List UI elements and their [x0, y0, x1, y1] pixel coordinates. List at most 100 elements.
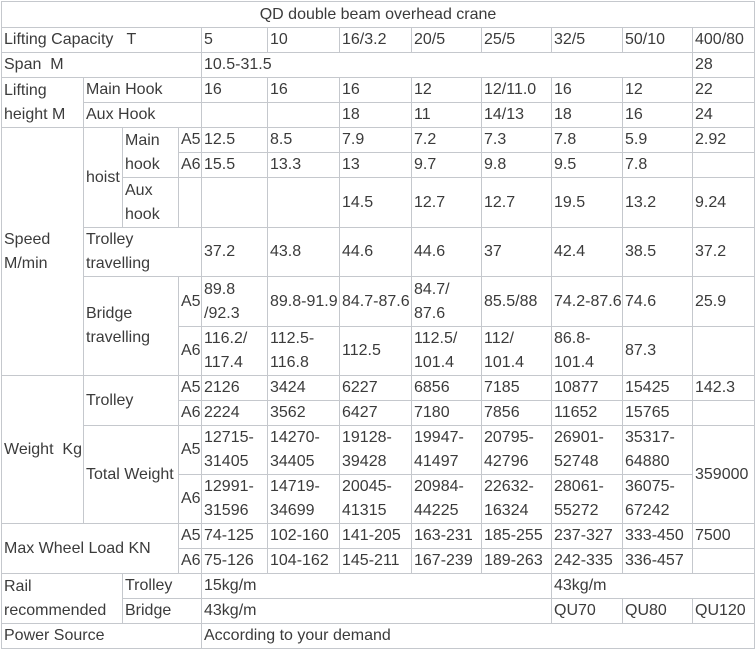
value-cell: 12.7 — [481, 177, 552, 228]
value-cell: 50/10 — [622, 27, 693, 53]
row-label: A5 — [178, 523, 202, 549]
value-cell: 19128- 39428 — [339, 425, 412, 475]
table-row: Aux Hook 18 11 14/13 18 16 24 — [2, 102, 755, 128]
value-cell: 16 — [339, 77, 412, 103]
value-cell: 10877 — [551, 375, 623, 401]
value-cell: 13.3 — [267, 152, 340, 178]
value-cell: 44.6 — [411, 227, 482, 277]
value-cell: 9.24 — [691, 177, 755, 228]
value-cell — [201, 102, 268, 128]
value-cell: 32/5 — [551, 27, 623, 53]
table-row: Power Source According to your demand — [1, 623, 755, 649]
value-cell: 20984- 44225 — [411, 474, 482, 524]
row-label: Power Source — [1, 623, 202, 649]
row-label: Main Hook — [83, 77, 202, 103]
value-cell: 10.5-31.5 — [201, 52, 693, 78]
value-cell: 7.3 — [481, 127, 552, 153]
value-cell: 13 — [339, 152, 412, 178]
value-cell: 9.7 — [411, 152, 482, 178]
value-cell: 85.5/88 — [481, 276, 552, 327]
table-row: Weight Kg Trolley A5 2126 3424 6227 6856 7185 10… — [1, 375, 755, 524]
value-cell: 43.8 — [267, 227, 340, 277]
row-label: Aux hook — [122, 177, 179, 228]
table-row: Lifting Capacity T 5 10 16/3.2 20/5 25/5 32/5 5… — [1, 27, 755, 53]
value-cell: 16 — [201, 77, 268, 103]
value-cell: 102-160 — [267, 523, 340, 549]
value-cell: 43kg/m — [550, 573, 755, 599]
table-row: Aux hook 14.5 12.7 12.7 19.5 13.2 9.24 — [2, 177, 755, 228]
value-cell: 7185 — [481, 375, 552, 401]
table-row: QD double beam overhead crane — [0, 1, 755, 28]
row-label: Bridge — [122, 598, 202, 624]
value-cell: 37.2 — [691, 227, 755, 277]
value-cell: 189-263 — [481, 548, 552, 574]
value-cell: 163-231 — [411, 523, 482, 549]
row-label: Lifting height M — [1, 77, 84, 128]
row-label: A5 — [178, 276, 202, 327]
value-cell: 11652 — [551, 400, 623, 426]
row-label: Max Wheel Load KN — [1, 523, 179, 574]
value-cell: 75-126 — [201, 548, 268, 574]
value-cell: 84.7/ 87.6 — [411, 276, 482, 327]
table-row: A6 116.2/ 117.4 112.5- 116.8 112.5 112.5/ 10… — [2, 326, 755, 376]
value-cell: 15.5 — [201, 152, 268, 178]
value-cell: 9.5 — [551, 152, 623, 178]
value-cell: 14.5 — [339, 177, 412, 228]
table-row: A6 12991- 31596 14719- 34699 20045- 41315 20… — [2, 474, 755, 524]
row-label: Bridge travelling — [83, 276, 179, 376]
value-cell: 19.5 — [551, 177, 623, 228]
value-cell: 37 — [481, 227, 552, 277]
value-cell: 15425 — [622, 375, 693, 401]
value-cell: 22632- 16324 — [481, 474, 552, 524]
value-cell: 42.4 — [551, 227, 623, 277]
table-row: Max Wheel Load KN A5 74-125 102-160 141-205 1… — [1, 523, 755, 574]
value-cell: 6427 — [339, 400, 412, 426]
table-row: Speed M/min hoist Main hook A5 12.5 8.5 7.9 7.2… — [1, 127, 755, 376]
row-label: Rail recommended — [1, 573, 123, 624]
value-cell: 19947- 41497 — [411, 425, 482, 475]
value-cell: 28061- 55272 — [551, 474, 623, 524]
value-cell: 7.8 — [551, 127, 623, 153]
value-cell: 333-450 — [622, 523, 693, 549]
value-cell: QU120 — [691, 598, 755, 624]
value-cell: 26901- 52748 — [551, 425, 623, 475]
value-cell — [691, 548, 755, 574]
value-cell: 185-255 — [481, 523, 552, 549]
table-row: Span M 10.5-31.5 28 — [1, 52, 755, 78]
row-label: A5 — [178, 127, 202, 153]
value-cell: 14/13 — [481, 102, 552, 128]
table-row: Rail recommended Trolley 15kg/m 43kg/m — [1, 573, 755, 624]
value-cell: 89.8-91.9 — [267, 276, 340, 327]
row-label: Aux Hook — [83, 102, 202, 128]
value-cell: 15kg/m — [201, 573, 552, 599]
value-cell: 242-335 — [551, 548, 623, 574]
value-cell: 16/3.2 — [339, 27, 412, 53]
value-cell: 8.5 — [267, 127, 340, 153]
value-cell: QU80 — [622, 598, 693, 624]
value-cell: 74.2-87.6 — [551, 276, 623, 327]
value-cell: QU70 — [551, 598, 623, 624]
row-label: Weight Kg — [1, 375, 84, 524]
row-label: Trolley travelling — [83, 227, 202, 277]
value-cell: 359000 — [691, 425, 755, 524]
value-cell: 35317- 64880 — [622, 425, 693, 475]
table-row: Bridge travelling A5 89.8 /92.3 89.8-91.9 84… — [2, 276, 755, 376]
value-cell: 43kg/m — [201, 598, 552, 624]
value-cell: 5.9 — [622, 127, 693, 153]
value-cell: 2126 — [201, 375, 268, 401]
value-cell: 89.8 /92.3 — [201, 276, 268, 327]
value-cell: 15765 — [622, 400, 693, 426]
table-row: A6 2224 3562 6427 7180 7856 11652 15765 — [2, 400, 755, 426]
row-label: A5 — [178, 425, 202, 475]
row-label: A6 — [178, 474, 202, 524]
value-cell — [201, 177, 268, 228]
value-cell: 145-211 — [339, 548, 412, 574]
value-cell: 12715- 31405 — [201, 425, 268, 475]
value-cell: 11 — [411, 102, 482, 128]
value-cell: 237-327 — [551, 523, 623, 549]
value-cell: 84.7-87.6 — [339, 276, 412, 327]
value-cell — [267, 177, 340, 228]
value-cell: 24 — [691, 102, 755, 128]
